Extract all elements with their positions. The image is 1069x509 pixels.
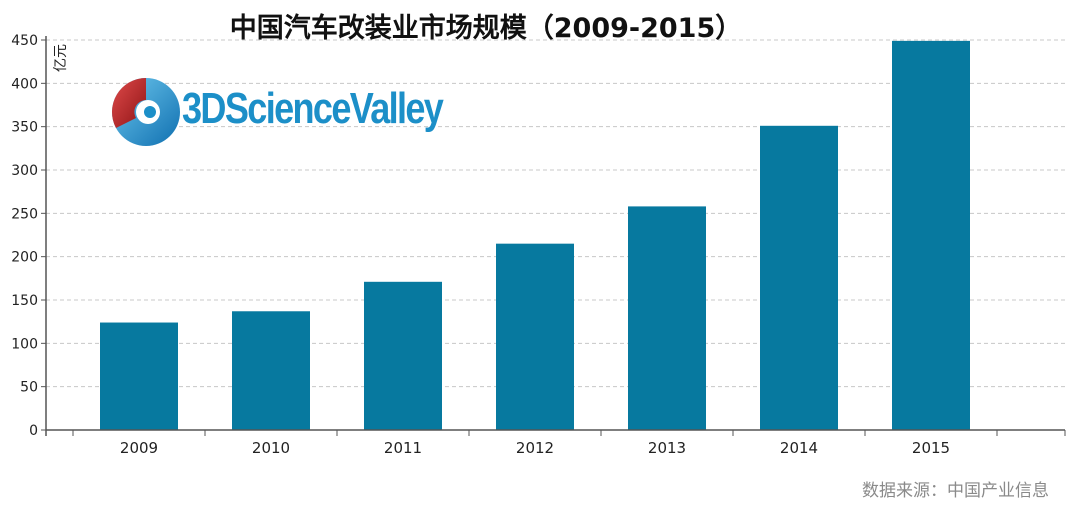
bar-2012 [496, 243, 574, 430]
x-tick-label: 2014 [780, 439, 818, 457]
bar-2010 [232, 311, 310, 430]
3dsciencevalley-logo-icon [112, 78, 180, 146]
logo-text: 3DScienceValley [182, 84, 444, 133]
y-tick-label: 100 [11, 336, 38, 352]
x-tick-label: 2015 [912, 439, 950, 457]
bar-2009 [100, 322, 178, 430]
x-tick-label: 2013 [648, 439, 686, 457]
y-tick-label: 400 [11, 76, 38, 92]
y-tick-label: 300 [11, 163, 38, 179]
bar-2015 [892, 40, 970, 430]
chart-title: 中国汽车改装业市场规模（2009-2015） [229, 13, 743, 44]
y-tick-label: 150 [11, 293, 38, 309]
x-tick-label: 2009 [120, 439, 158, 457]
x-tick-label: 2012 [516, 439, 554, 457]
y-tick-label: 350 [11, 120, 38, 136]
x-tick-label: 2010 [252, 439, 290, 457]
bar-2011 [364, 281, 442, 430]
y-tick-label: 250 [11, 206, 38, 222]
bar-2014 [760, 125, 838, 431]
logo: 3DScienceValley [110, 74, 444, 154]
data-source-note: 数据来源：中国产业信息 [862, 481, 1049, 501]
y-tick-label: 450 [11, 33, 38, 49]
y-tick-label: 50 [20, 380, 38, 396]
y-tick-label: 200 [11, 250, 38, 266]
y-tick-label: 0 [29, 423, 38, 439]
bar-2013 [628, 206, 706, 430]
y-axis-unit-label: 亿元 [53, 44, 69, 72]
x-tick-label: 2011 [384, 439, 422, 457]
